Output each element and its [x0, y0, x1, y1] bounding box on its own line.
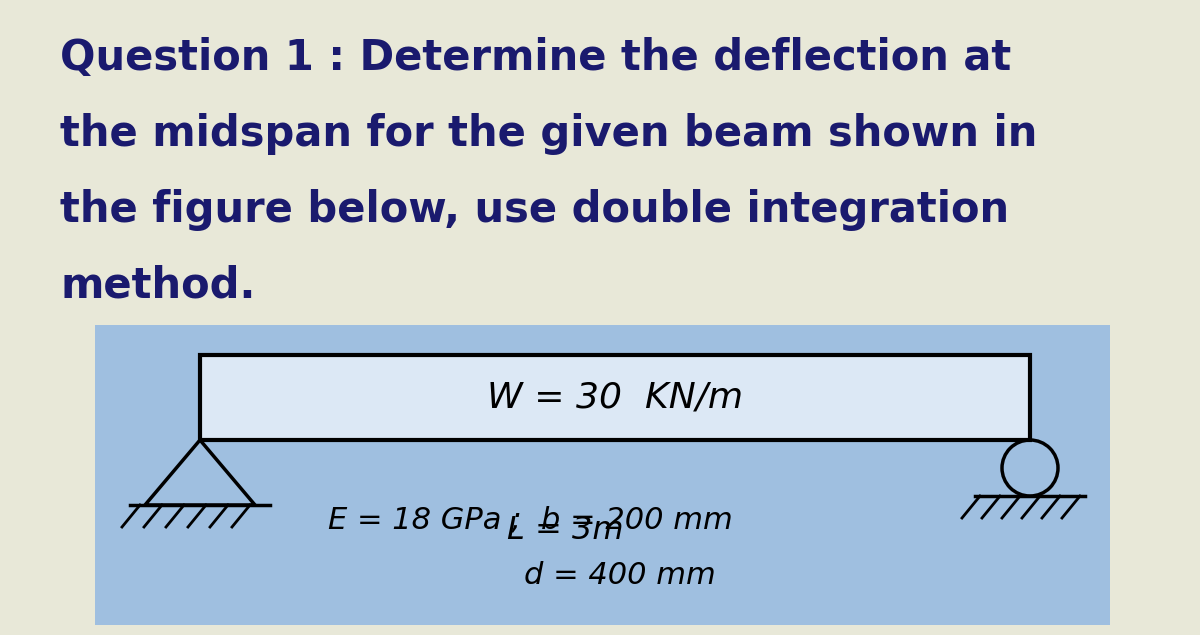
Text: E = 18 GPa ;  b = 200 mm: E = 18 GPa ; b = 200 mm — [328, 505, 732, 535]
Bar — [95, 325, 1110, 625]
Text: d = 400 mm: d = 400 mm — [524, 561, 716, 589]
Bar — [200, 355, 1030, 440]
Text: the figure below, use double integration: the figure below, use double integration — [60, 189, 1009, 231]
Text: method.: method. — [60, 265, 256, 307]
Text: W = 30  KN/m: W = 30 KN/m — [487, 380, 743, 415]
Text: L = 3m: L = 3m — [506, 515, 623, 546]
Text: the midspan for the given beam shown in: the midspan for the given beam shown in — [60, 113, 1037, 155]
Text: Question 1 : Determine the deflection at: Question 1 : Determine the deflection at — [60, 37, 1012, 79]
